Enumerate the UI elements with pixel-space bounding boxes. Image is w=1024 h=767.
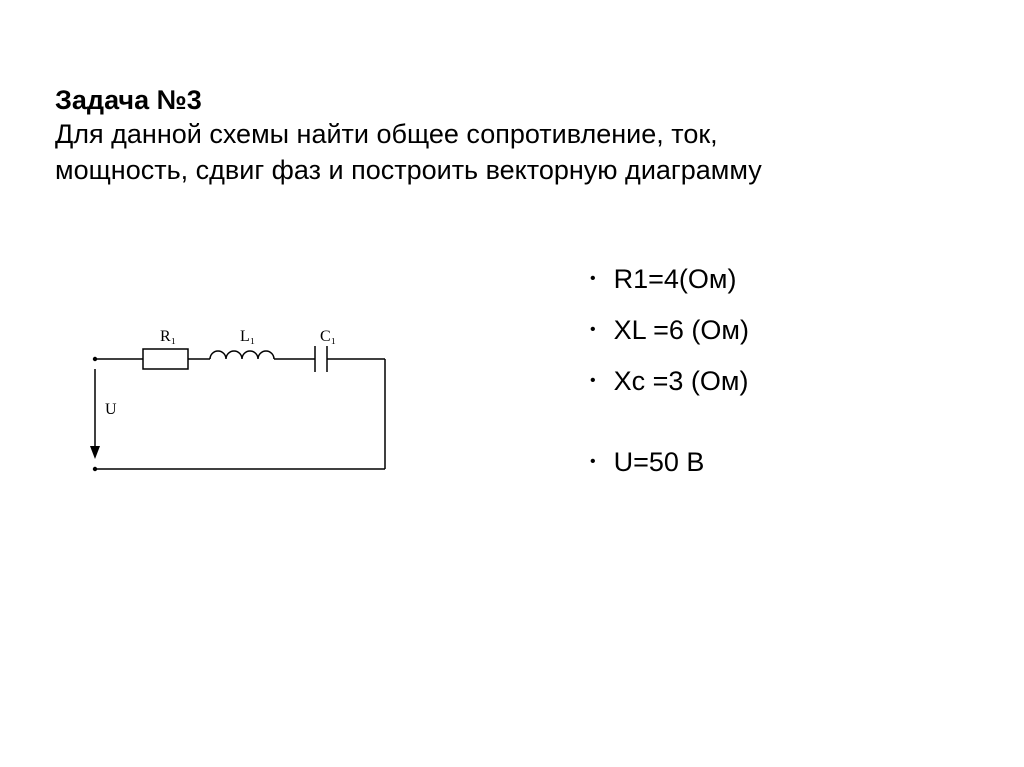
label-u: U	[105, 401, 117, 418]
param-xc: • Xc =3 (Ом)	[590, 366, 749, 397]
parameter-list: • R1=4(Ом) • XL =6 (Ом) • Xc =3 (Ом) • U…	[465, 264, 749, 498]
description-line1: Для данной схемы найти общее сопротивлен…	[55, 116, 969, 152]
param-text: R1=4(Ом)	[614, 264, 737, 295]
bullet-icon: •	[590, 321, 596, 339]
param-text: Xc =3 (Ом)	[614, 366, 749, 397]
voltage-arrowhead	[90, 446, 100, 459]
bullet-icon: •	[590, 372, 596, 390]
inductor-l1	[210, 351, 274, 359]
param-text: U=50 В	[614, 447, 705, 478]
bullet-icon: •	[590, 270, 596, 288]
problem-title: Задача №3 Для данной схемы найти общее с…	[55, 85, 969, 189]
param-xl: • XL =6 (Ом)	[590, 315, 749, 346]
label-r1: R₁	[160, 328, 176, 345]
param-spacer	[590, 417, 749, 447]
label-c1: C₁	[320, 328, 336, 345]
description-line2: мощность, сдвиг фаз и построить векторну…	[55, 152, 969, 188]
resistor-r1	[143, 349, 188, 369]
terminal-bottom	[93, 467, 97, 471]
param-text: XL =6 (Ом)	[614, 315, 749, 346]
bullet-icon: •	[590, 453, 596, 471]
label-l1: L₁	[240, 328, 255, 345]
param-u: • U=50 В	[590, 447, 749, 478]
param-r1: • R1=4(Ом)	[590, 264, 749, 295]
heading: Задача №3	[55, 85, 202, 115]
circuit-diagram: R₁ L₁ C₁ U	[55, 264, 465, 514]
